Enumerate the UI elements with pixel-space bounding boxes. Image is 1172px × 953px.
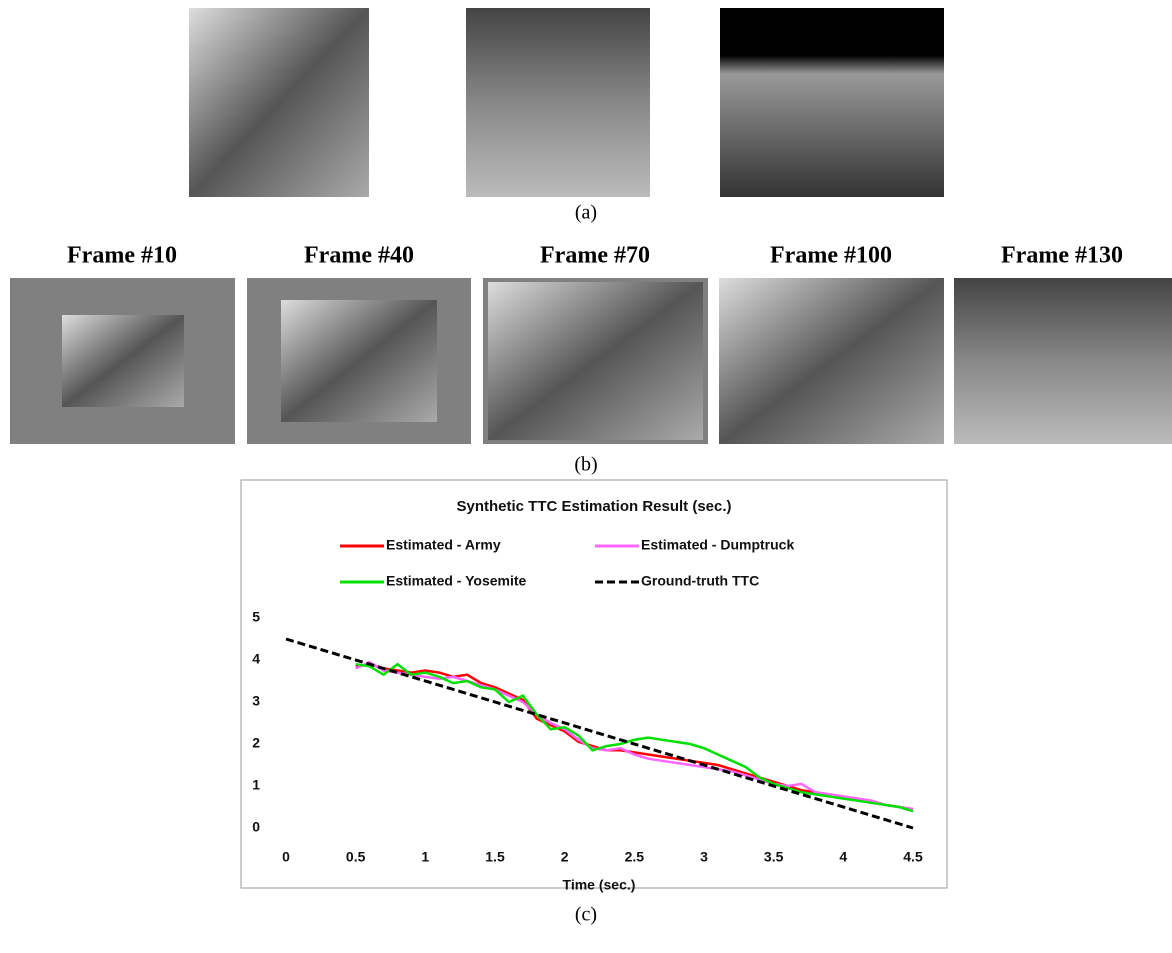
chart-title: Synthetic TTC Estimation Result (sec.) <box>456 498 731 515</box>
y-tick-label: 0 <box>252 819 260 835</box>
x-tick-label: 4.5 <box>903 849 923 865</box>
frame-title: Frame #100 <box>770 243 892 269</box>
frame-title: Frame #130 <box>1001 243 1123 269</box>
legend-label: Estimated - Dumptruck <box>641 537 794 553</box>
y-tick-label: 5 <box>252 609 260 625</box>
frame-title: Frame #40 <box>304 243 414 269</box>
x-tick-label: 3 <box>700 849 708 865</box>
legend-label: Ground-truth TTC <box>641 573 759 589</box>
frame-content <box>62 315 184 407</box>
x-tick-label: 1.5 <box>485 849 505 865</box>
panel-label: (c) <box>575 904 597 926</box>
x-tick-label: 0.5 <box>346 849 366 865</box>
image-army <box>189 8 369 197</box>
chart-frame <box>240 479 948 889</box>
frame-title: Frame #70 <box>540 243 650 269</box>
x-tick-label: 2.5 <box>625 849 645 865</box>
image-dumptruck <box>466 8 650 197</box>
x-tick-label: 1 <box>421 849 429 865</box>
panel-label: (a) <box>575 202 597 224</box>
x-tick-label: 2 <box>561 849 569 865</box>
y-tick-label: 3 <box>252 693 260 709</box>
y-tick-label: 4 <box>252 651 260 667</box>
series-line <box>355 660 914 811</box>
y-tick-label: 2 <box>252 735 260 751</box>
x-tick-label: 4 <box>839 849 847 865</box>
series-line <box>355 662 914 813</box>
frame-image <box>719 278 944 444</box>
image-yosemite <box>720 8 944 197</box>
y-tick-label: 1 <box>252 777 260 793</box>
x-axis-label: Time (sec.) <box>563 877 636 893</box>
frame-content <box>488 282 703 440</box>
frame-content <box>281 300 437 422</box>
panel-label: (b) <box>574 454 597 476</box>
legend-label: Estimated - Yosemite <box>386 573 527 589</box>
x-tick-label: 0 <box>282 849 290 865</box>
frame-image <box>954 278 1172 444</box>
frame-title: Frame #10 <box>67 243 177 269</box>
series-line <box>285 637 914 830</box>
legend-label: Estimated - Army <box>386 537 501 553</box>
x-tick-label: 3.5 <box>764 849 784 865</box>
